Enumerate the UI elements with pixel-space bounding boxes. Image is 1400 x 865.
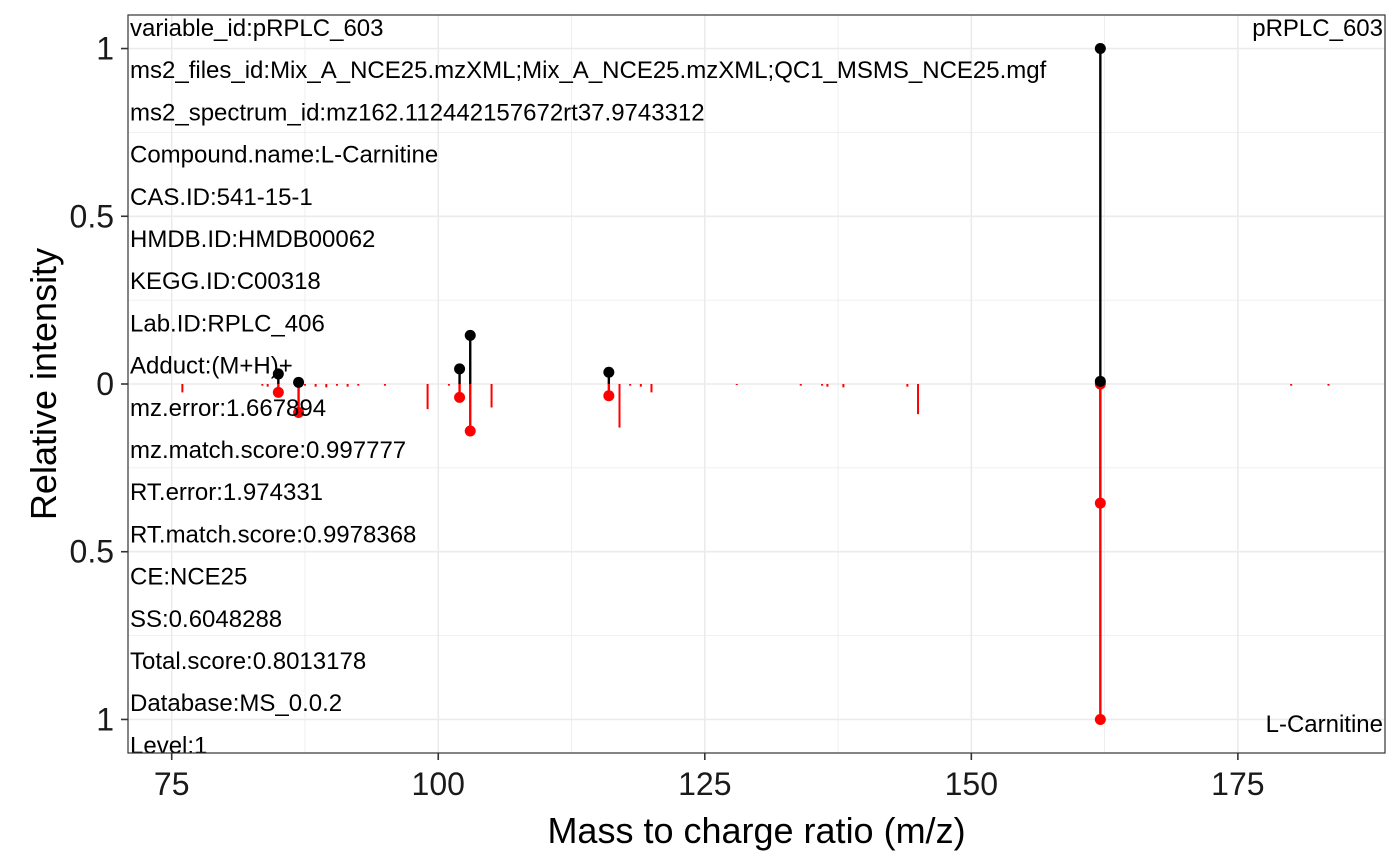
annotation-line: CE:NCE25: [130, 564, 247, 591]
annotation-line: ms2_files_id:Mix_A_NCE25.mzXML;Mix_A_NCE…: [130, 57, 1047, 84]
annotation-line: Adduct:(M+H)+: [130, 353, 293, 380]
experimental-matched-point: [603, 366, 615, 378]
x-tick-label: 125: [678, 766, 731, 802]
annotation-line: SS:0.6048288: [130, 606, 282, 633]
experimental-spectrum-label: pRPLC_603: [1252, 15, 1383, 42]
reference-matched-point: [464, 425, 476, 437]
y-tick-label: 0: [96, 366, 114, 402]
x-tick-label: 150: [945, 766, 998, 802]
y-tick-label: 1: [96, 31, 114, 67]
experimental-matched-peaks: [272, 43, 1106, 388]
annotation-line: Total.score:0.8013178: [130, 648, 366, 675]
experimental-matched-point: [293, 376, 305, 388]
annotation-line: Lab.ID:RPLC_406: [130, 310, 325, 337]
annotation-line: Database:MS_0.0.2: [130, 690, 342, 717]
annotation-line: variable_id:pRPLC_603: [130, 15, 384, 42]
spectrum-annotations: variable_id:pRPLC_603 ms2_files_id:Mix_A_…: [130, 15, 1047, 759]
y-tick-label: 1: [96, 701, 114, 737]
annotation-line: mz.error:1.667894: [130, 395, 326, 422]
reference-matched-point: [454, 391, 466, 403]
reference-matched-point: [1094, 713, 1106, 725]
experimental-matched-point: [1094, 43, 1106, 55]
annotation-line: Compound.name:L-Carnitine: [130, 142, 438, 169]
annotation-line: HMDB.ID:HMDB00062: [130, 226, 375, 253]
x-tick-label: 175: [1211, 766, 1264, 802]
x-axis-title: Mass to charge ratio (m/z): [547, 810, 965, 851]
annotation-line: RT.error:1.974331: [130, 479, 323, 506]
reference-matched-peaks: [272, 378, 1106, 725]
annotation-line: Level:1: [130, 732, 207, 759]
y-tick-label: 0.5: [70, 534, 114, 570]
reference-matched-point: [603, 390, 615, 402]
x-tick-label: 75: [154, 766, 190, 802]
reference-unmatched-peaks: [181, 384, 1330, 428]
experimental-matched-point: [464, 329, 476, 341]
reference-matched-point: [293, 407, 305, 419]
y-axis: 1 0.5 0 0.5 1: [70, 31, 128, 737]
annotation-line: KEGG.ID:C00318: [130, 268, 321, 295]
x-axis: 75 100 125 150 175: [154, 753, 1265, 802]
annotation-line: CAS.ID:541-15-1: [130, 184, 313, 211]
annotation-line: RT.match.score:0.9978368: [130, 521, 416, 548]
reference-spectrum-label: L-Carnitine: [1266, 711, 1383, 738]
experimental-matched-point: [272, 368, 284, 380]
x-tick-label: 100: [412, 766, 465, 802]
y-axis-title: Relative intensity: [23, 248, 64, 520]
reference-matched-point: [272, 386, 284, 398]
annotation-line: mz.match.score:0.997777: [130, 437, 406, 464]
annotation-line: ms2_spectrum_id:mz162.112442157672rt37.9…: [130, 99, 705, 126]
experimental-matched-point: [454, 363, 466, 375]
y-tick-label: 0.5: [70, 198, 114, 234]
experimental-matched-point: [1094, 375, 1106, 387]
